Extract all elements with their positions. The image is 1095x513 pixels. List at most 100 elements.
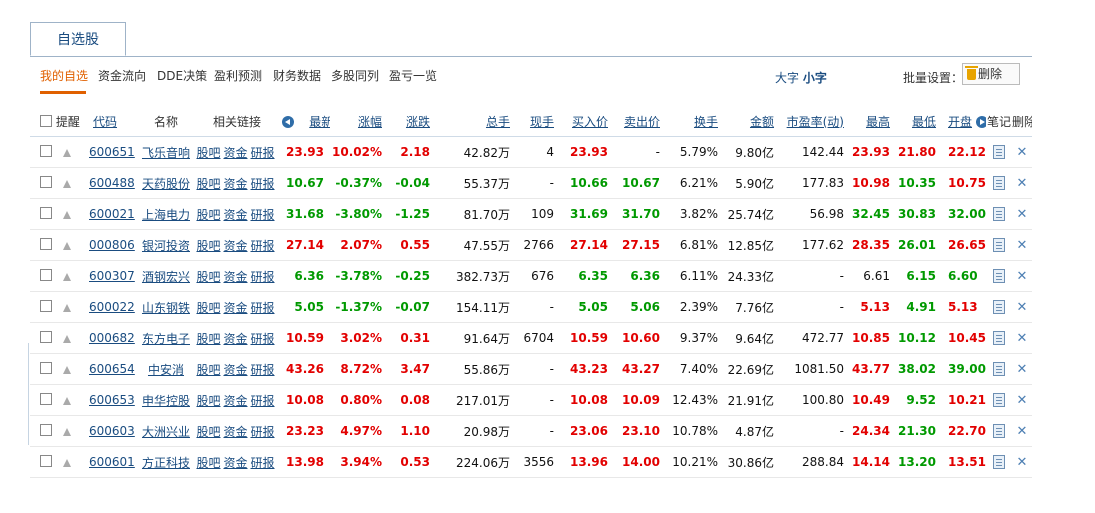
stock-code-link[interactable]: 600654 [89,362,135,376]
header-total-hands[interactable]: 总手 [436,106,516,137]
stock-code-link[interactable]: 000682 [89,331,135,345]
row-checkbox[interactable] [40,145,52,157]
alert-bell-icon[interactable] [63,180,72,188]
header-high[interactable]: 最高 [850,106,896,137]
fund-link[interactable]: 资金 [223,300,248,315]
row-checkbox[interactable] [40,331,52,343]
alert-bell-icon[interactable] [63,397,72,405]
fund-link[interactable]: 资金 [223,362,248,377]
guba-link[interactable]: 股吧 [196,331,221,346]
header-latest[interactable]: 最新 [282,106,330,137]
report-link[interactable]: 研报 [250,331,275,346]
delete-icon[interactable]: ✕ [1016,206,1028,222]
subnav-profit-forecast[interactable]: 盈利预测 [214,69,263,83]
stock-code-link[interactable]: 600488 [89,176,135,190]
note-icon[interactable] [993,330,1005,345]
fund-link[interactable]: 资金 [223,455,248,470]
stock-name-link[interactable]: 酒钢宏兴 [141,269,190,284]
row-checkbox[interactable] [40,269,52,281]
row-checkbox[interactable] [40,424,52,436]
stock-name-link[interactable]: 申华控股 [141,393,190,408]
alert-bell-icon[interactable] [63,149,72,157]
fund-link[interactable]: 资金 [223,238,248,253]
guba-link[interactable]: 股吧 [196,300,221,315]
scroll-left-icon[interactable] [282,115,294,128]
row-checkbox[interactable] [40,176,52,188]
stock-name-link[interactable]: 上海电力 [141,207,190,222]
report-link[interactable]: 研报 [250,424,275,439]
guba-link[interactable]: 股吧 [196,145,221,160]
note-icon[interactable] [993,454,1005,469]
row-checkbox[interactable] [40,207,52,219]
fund-link[interactable]: 资金 [223,207,248,222]
delete-icon[interactable]: ✕ [1016,175,1028,191]
row-checkbox[interactable] [40,238,52,250]
note-icon[interactable] [993,299,1005,314]
alert-bell-icon[interactable] [63,366,72,374]
stock-code-link[interactable]: 600603 [89,424,135,438]
fund-link[interactable]: 资金 [223,393,248,408]
stock-name-link[interactable]: 天药股份 [141,176,190,191]
stock-name-link[interactable]: 飞乐音响 [141,145,190,160]
delete-icon[interactable]: ✕ [1016,361,1028,377]
alert-bell-icon[interactable] [63,304,72,312]
guba-link[interactable]: 股吧 [196,393,221,408]
report-link[interactable]: 研报 [250,145,275,160]
guba-link[interactable]: 股吧 [196,207,221,222]
tab-watchlist[interactable]: 自选股 [30,22,126,56]
note-icon[interactable] [993,206,1005,221]
header-change-pct[interactable]: 涨幅 [330,106,388,137]
report-link[interactable]: 研报 [250,393,275,408]
subnav-financial-data[interactable]: 财务数据 [273,69,322,83]
row-checkbox[interactable] [40,362,52,374]
stock-code-link[interactable]: 600022 [89,300,135,314]
report-link[interactable]: 研报 [250,269,275,284]
delete-icon[interactable]: ✕ [1016,423,1028,439]
header-amount[interactable]: 金额 [724,106,780,137]
delete-icon[interactable]: ✕ [1016,392,1028,408]
guba-link[interactable]: 股吧 [196,238,221,253]
note-icon[interactable] [993,237,1005,252]
header-bid[interactable]: 买入价 [560,106,614,137]
report-link[interactable]: 研报 [250,238,275,253]
row-checkbox[interactable] [40,393,52,405]
delete-icon[interactable]: ✕ [1016,454,1028,470]
alert-bell-icon[interactable] [63,242,72,250]
note-icon[interactable] [993,392,1005,407]
stock-name-link[interactable]: 东方电子 [141,331,190,346]
stock-code-link[interactable]: 600601 [89,455,135,469]
font-big-button[interactable]: 大字 [775,71,800,85]
alert-bell-icon[interactable] [63,459,72,467]
stock-name-link[interactable]: 大洲兴业 [141,424,190,439]
delete-icon[interactable]: ✕ [1016,299,1028,315]
guba-link[interactable]: 股吧 [196,269,221,284]
header-open[interactable]: 开盘 [942,106,986,137]
subnav-dde[interactable]: DDE决策 [157,69,208,83]
stock-name-link[interactable]: 方正科技 [141,455,190,470]
stock-code-link[interactable]: 600653 [89,393,135,407]
header-change[interactable]: 涨跌 [388,106,436,137]
alert-bell-icon[interactable] [63,273,72,281]
stock-code-link[interactable]: 000806 [89,238,135,252]
stock-name-link[interactable]: 中安消 [147,362,184,377]
header-low[interactable]: 最低 [896,106,942,137]
fund-link[interactable]: 资金 [223,269,248,284]
guba-link[interactable]: 股吧 [196,424,221,439]
subnav-profit-loss[interactable]: 盈亏一览 [389,69,438,83]
header-remind[interactable]: 提醒 [30,106,84,137]
alert-bell-icon[interactable] [63,211,72,219]
header-current-hands[interactable]: 现手 [516,106,560,137]
batch-delete-button[interactable]: 删除 [962,63,1020,85]
subnav-my-watchlist[interactable]: 我的自选 [40,69,89,83]
subnav-multi-stock[interactable]: 多股同列 [331,69,380,83]
report-link[interactable]: 研报 [250,176,275,191]
scroll-right-icon[interactable] [975,115,986,128]
note-icon[interactable] [993,423,1005,438]
header-pe[interactable]: 市盈率(动) [780,106,850,137]
row-checkbox[interactable] [40,300,52,312]
alert-bell-icon[interactable] [63,335,72,343]
header-turnover[interactable]: 换手 [666,106,724,137]
header-ask[interactable]: 卖出价 [614,106,666,137]
delete-icon[interactable]: ✕ [1016,268,1028,284]
stock-name-link[interactable]: 银河投资 [141,238,190,253]
